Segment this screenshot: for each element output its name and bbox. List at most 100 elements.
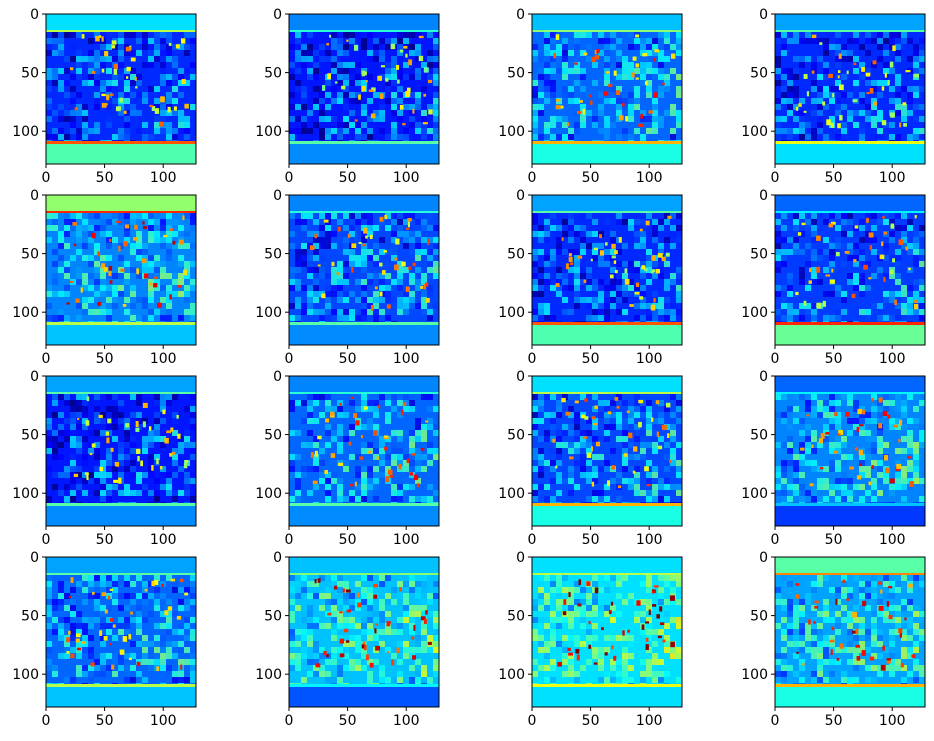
x-tick-label: 50 <box>582 532 600 548</box>
x-tick-label: 50 <box>96 532 114 548</box>
x-tick-label: 50 <box>825 351 843 367</box>
heatmap-image <box>289 14 439 164</box>
y-tick-label: 50 <box>750 428 768 444</box>
y-tick-label: 100 <box>741 305 768 321</box>
x-tick-label: 0 <box>528 532 537 548</box>
feature-map-panel-16: 0 50 100 0 50 100 <box>741 550 926 729</box>
y-tick-label: 0 <box>516 188 525 204</box>
y-tick-label: 0 <box>516 550 525 566</box>
axes-frame <box>288 13 440 165</box>
axes-frame <box>531 556 683 708</box>
x-tick-label: 100 <box>150 170 177 186</box>
heatmap-image <box>775 557 925 707</box>
axes-frame <box>45 194 197 346</box>
axes-frame <box>531 194 683 346</box>
heatmap-image <box>532 195 682 345</box>
x-tick-label: 50 <box>825 532 843 548</box>
x-tick-label: 0 <box>285 532 294 548</box>
x-tick-label: 50 <box>339 170 357 186</box>
y-tick-label: 100 <box>12 305 39 321</box>
x-tick-label: 100 <box>150 713 177 729</box>
y-tick-label: 100 <box>12 667 39 683</box>
feature-map-panel-15: 0 50 100 0 50 100 <box>498 550 683 729</box>
y-tick-label: 100 <box>255 305 282 321</box>
feature-map-panel-12: 0 50 100 0 50 100 <box>741 369 926 548</box>
x-tick-label: 50 <box>96 170 114 186</box>
axes-frame <box>774 375 926 527</box>
x-tick-label: 50 <box>582 351 600 367</box>
x-tick-label: 100 <box>879 351 906 367</box>
x-tick-label: 0 <box>42 713 51 729</box>
y-tick-label: 100 <box>498 486 525 502</box>
x-tick-label: 50 <box>96 351 114 367</box>
y-tick-label: 0 <box>30 550 39 566</box>
y-tick-label: 0 <box>273 7 282 23</box>
x-tick-label: 0 <box>42 351 51 367</box>
x-tick-label: 0 <box>285 351 294 367</box>
feature-map-panel-4: 0 50 100 0 50 100 <box>741 7 926 186</box>
x-tick-label: 100 <box>636 170 663 186</box>
feature-map-panel-2: 0 50 100 0 50 100 <box>255 7 440 186</box>
x-tick-label: 50 <box>825 713 843 729</box>
y-tick-label: 0 <box>273 188 282 204</box>
feature-map-panel-6: 0 50 100 0 50 100 <box>255 188 440 367</box>
feature-map-panel-13: 0 50 100 0 50 100 <box>12 550 197 729</box>
heatmap-image <box>46 557 196 707</box>
y-tick-label: 0 <box>759 188 768 204</box>
y-tick-label: 50 <box>264 428 282 444</box>
heatmap-image <box>289 195 439 345</box>
heatmap-image <box>289 376 439 526</box>
axes-frame <box>45 556 197 708</box>
feature-map-panel-3: 0 50 100 0 50 100 <box>498 7 683 186</box>
x-tick-label: 0 <box>285 170 294 186</box>
axes-frame <box>774 556 926 708</box>
x-tick-label: 0 <box>42 532 51 548</box>
y-tick-label: 50 <box>507 247 525 263</box>
x-tick-label: 100 <box>879 532 906 548</box>
y-tick-label: 50 <box>750 609 768 625</box>
heatmap-image <box>289 557 439 707</box>
x-tick-label: 100 <box>393 351 420 367</box>
x-tick-label: 100 <box>150 532 177 548</box>
y-tick-label: 100 <box>12 124 39 140</box>
y-tick-label: 0 <box>30 7 39 23</box>
y-tick-label: 100 <box>498 124 525 140</box>
y-tick-label: 50 <box>21 609 39 625</box>
heatmap-image <box>532 557 682 707</box>
x-tick-label: 50 <box>339 713 357 729</box>
y-tick-label: 100 <box>12 486 39 502</box>
feature-map-panel-11: 0 50 100 0 50 100 <box>498 369 683 548</box>
axes-frame <box>531 375 683 527</box>
heatmap-image <box>46 376 196 526</box>
x-tick-label: 0 <box>528 713 537 729</box>
y-tick-label: 50 <box>264 247 282 263</box>
x-tick-label: 100 <box>393 532 420 548</box>
x-tick-label: 0 <box>528 170 537 186</box>
y-tick-label: 0 <box>273 550 282 566</box>
y-tick-label: 50 <box>750 66 768 82</box>
x-tick-label: 100 <box>636 713 663 729</box>
y-tick-label: 0 <box>516 7 525 23</box>
y-tick-label: 50 <box>21 66 39 82</box>
y-tick-label: 100 <box>741 667 768 683</box>
axes-frame <box>774 13 926 165</box>
x-tick-label: 100 <box>879 713 906 729</box>
y-tick-label: 50 <box>507 66 525 82</box>
feature-map-panel-8: 0 50 100 0 50 100 <box>741 188 926 367</box>
heatmap-image <box>775 195 925 345</box>
y-tick-label: 100 <box>255 124 282 140</box>
y-tick-label: 0 <box>759 550 768 566</box>
x-tick-label: 50 <box>825 170 843 186</box>
x-tick-label: 0 <box>771 351 780 367</box>
heatmap-image <box>46 14 196 164</box>
x-tick-label: 100 <box>393 713 420 729</box>
y-tick-label: 100 <box>741 124 768 140</box>
y-tick-label: 50 <box>264 609 282 625</box>
y-tick-label: 50 <box>264 66 282 82</box>
y-tick-label: 0 <box>759 7 768 23</box>
x-tick-label: 100 <box>636 532 663 548</box>
heatmap-image <box>532 376 682 526</box>
x-tick-label: 50 <box>96 713 114 729</box>
axes-frame <box>288 375 440 527</box>
x-tick-label: 0 <box>771 170 780 186</box>
